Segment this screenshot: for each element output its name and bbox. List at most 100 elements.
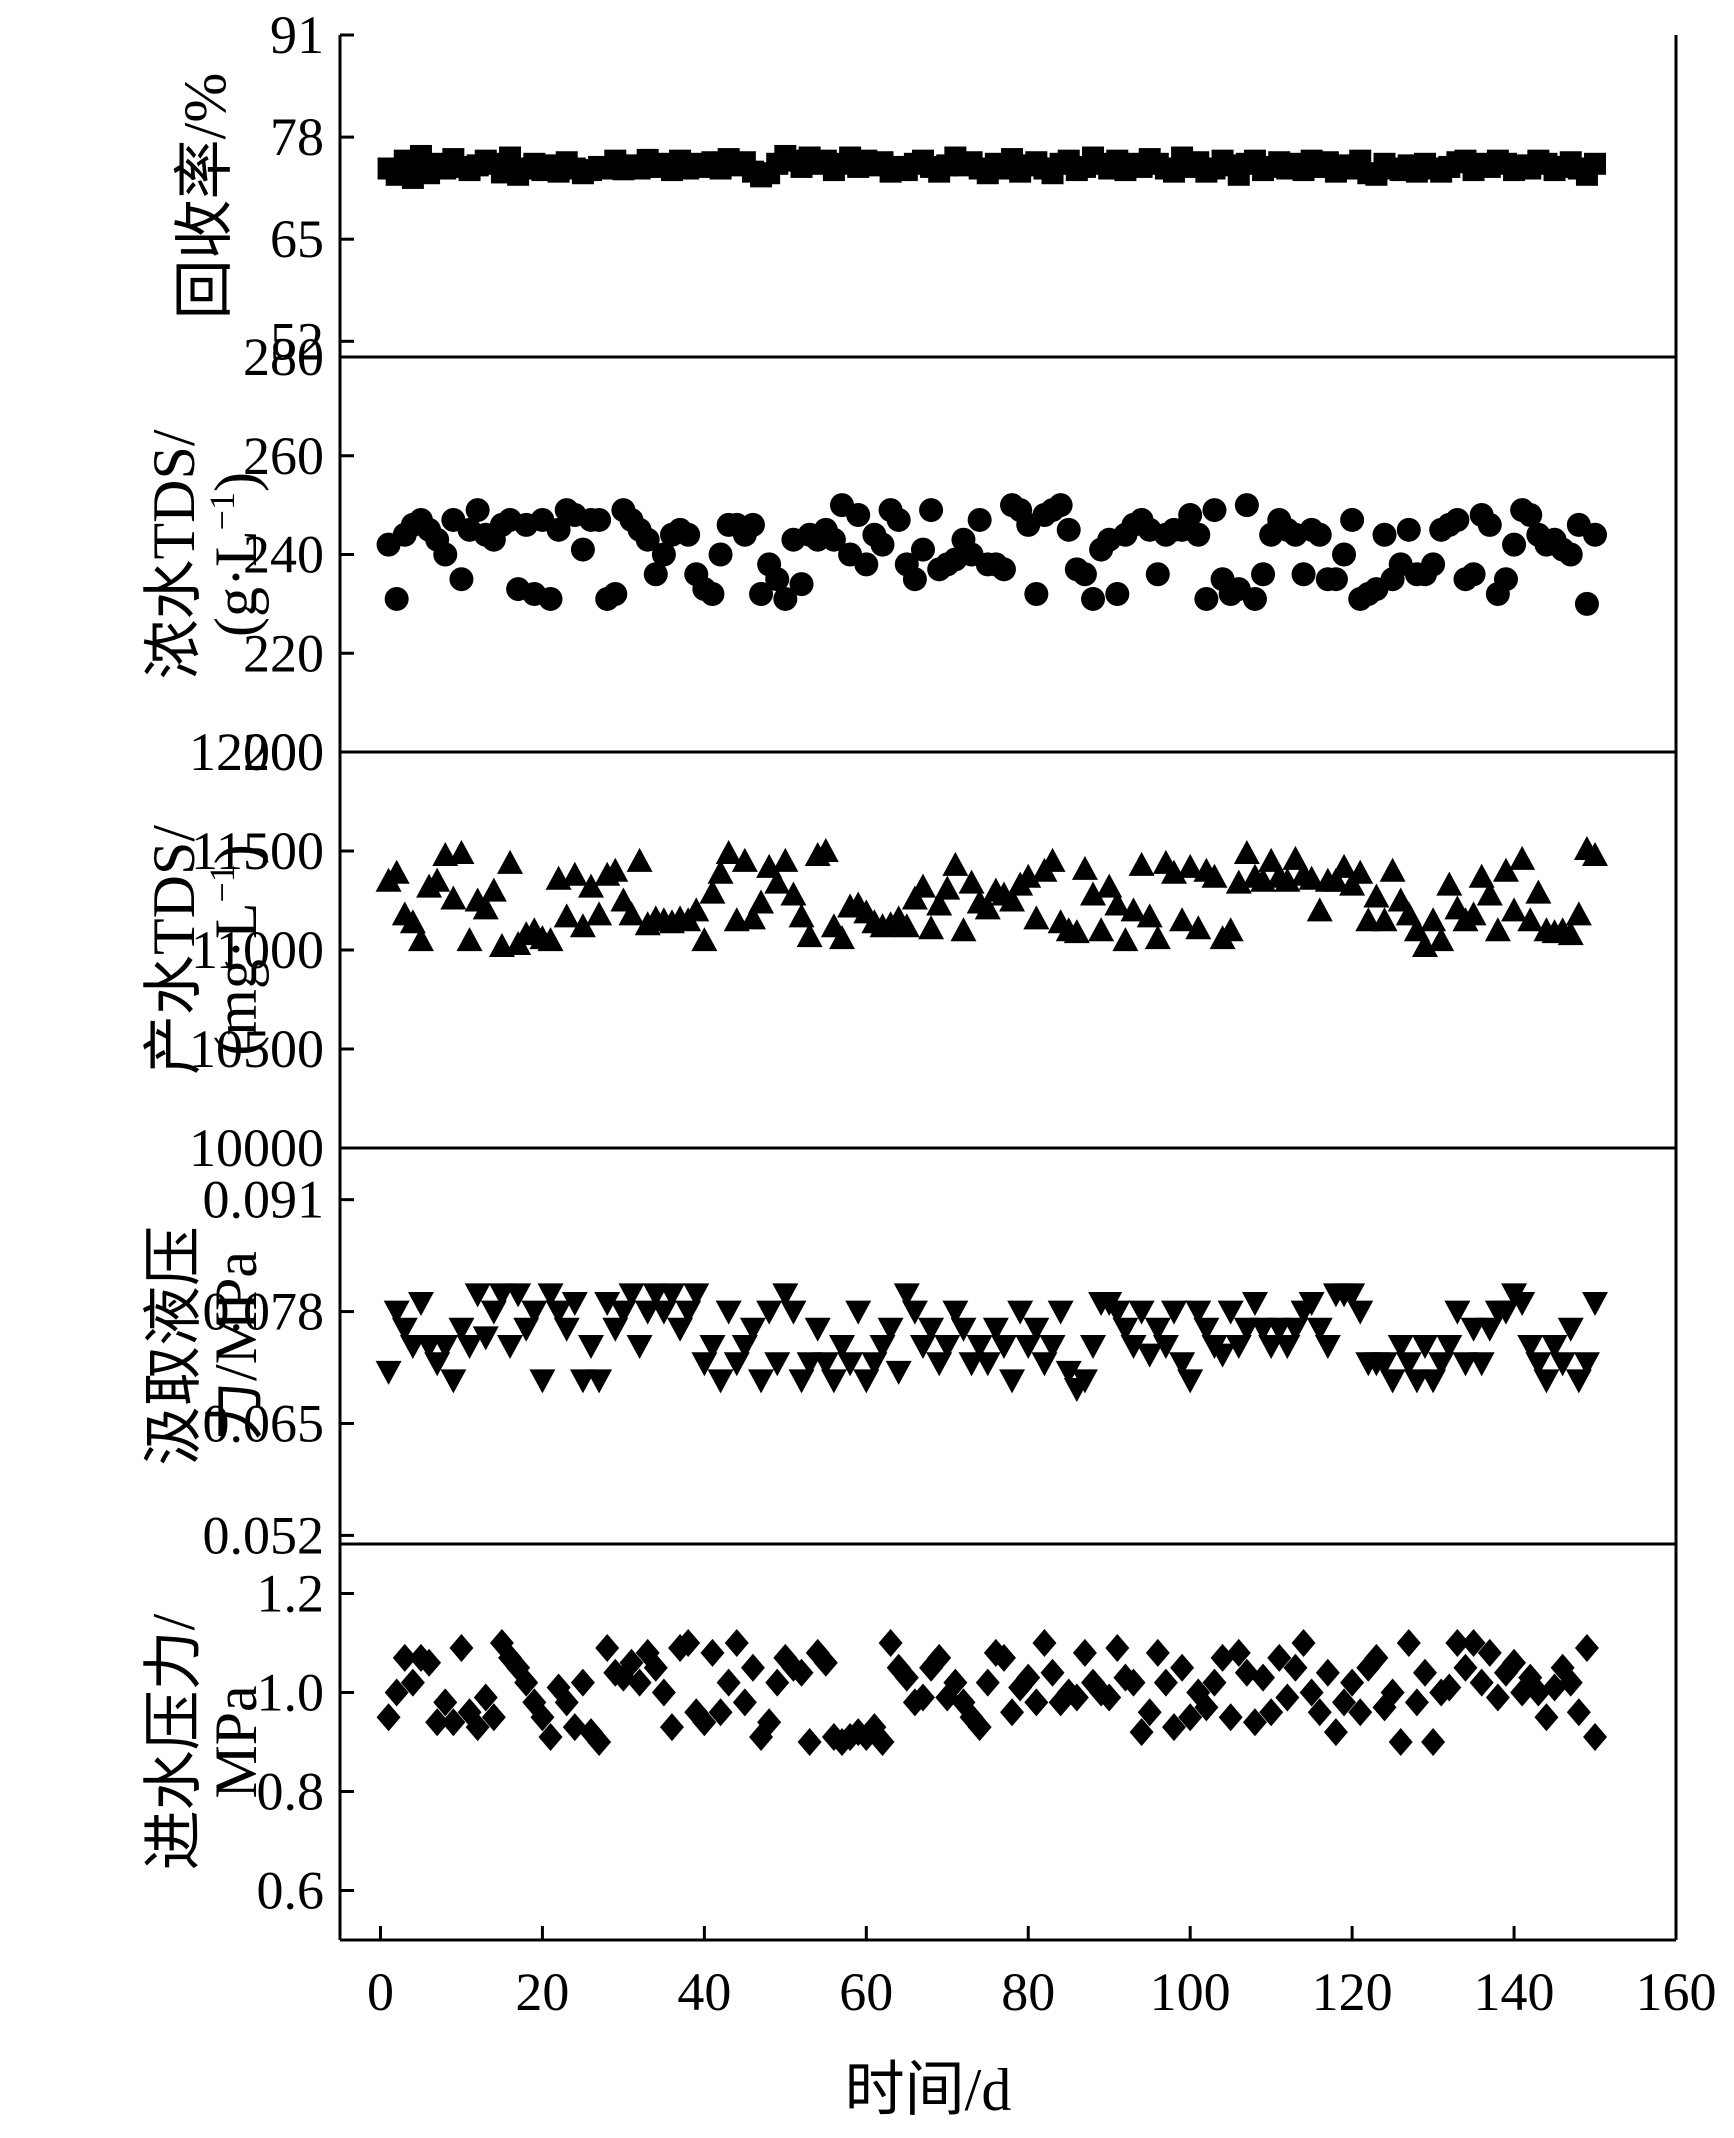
y-tick-label: 78	[270, 107, 324, 167]
data-point	[554, 1688, 579, 1717]
data-point	[1477, 1638, 1502, 1667]
series-feed-pressure	[376, 1629, 1608, 1756]
data-point	[885, 1360, 912, 1385]
data-point	[650, 1300, 677, 1325]
data-point	[1323, 567, 1348, 592]
data-point	[813, 1648, 838, 1677]
data-point	[375, 1360, 402, 1385]
data-point	[1557, 1317, 1584, 1342]
data-point	[513, 1317, 540, 1342]
data-point	[384, 586, 409, 611]
data-point	[651, 1678, 676, 1707]
data-point	[821, 527, 846, 552]
data-point	[384, 1678, 409, 1707]
data-point	[376, 1703, 401, 1732]
data-point	[1460, 901, 1487, 926]
data-point	[1194, 586, 1219, 611]
data-point	[618, 1283, 645, 1308]
data-point	[1096, 873, 1123, 898]
data-point	[716, 1668, 741, 1697]
data-point	[1307, 522, 1332, 547]
y-tick-label: 0.8	[257, 1762, 325, 1822]
data-point	[1476, 1317, 1503, 1342]
data-point	[1347, 1300, 1374, 1325]
series-brine-tds	[376, 493, 1608, 616]
data-point	[1525, 879, 1552, 904]
data-point	[1315, 1658, 1340, 1687]
data-point	[1306, 1317, 1333, 1342]
data-point	[1088, 917, 1115, 942]
data-point	[1047, 1300, 1074, 1325]
data-point	[829, 925, 856, 950]
data-point	[1226, 1638, 1251, 1667]
data-point	[909, 873, 936, 898]
data-point	[448, 1317, 475, 1342]
data-point	[788, 1369, 815, 1394]
data-point	[480, 1300, 507, 1325]
data-point	[1573, 1352, 1600, 1377]
data-point	[934, 1335, 961, 1359]
data-point	[796, 923, 823, 948]
data-point	[708, 1698, 733, 1727]
data-point	[433, 1688, 458, 1717]
data-point	[789, 572, 814, 597]
data-point	[440, 885, 467, 910]
data-point	[1395, 1352, 1422, 1377]
data-point	[804, 1317, 831, 1342]
data-point	[918, 1317, 945, 1342]
data-point	[1348, 1698, 1373, 1727]
data-point	[456, 927, 483, 952]
data-point	[425, 1708, 450, 1737]
data-point	[878, 1629, 903, 1657]
data-point	[1421, 1728, 1446, 1756]
data-point	[407, 927, 434, 952]
panel-product-tds: 10000 10500 11000 11500 12000 产水TDS/(mg·L−1)	[141, 722, 1678, 1178]
data-point	[1177, 1369, 1204, 1394]
data-point	[1291, 1629, 1316, 1657]
data-point	[1549, 1352, 1576, 1377]
data-point	[667, 1317, 694, 1342]
data-point	[1040, 1658, 1065, 1687]
data-point	[1517, 907, 1544, 932]
data-point	[1379, 1369, 1406, 1394]
data-point	[587, 1728, 612, 1756]
y-axis-title: (g·L−1)	[202, 472, 269, 637]
y-tick-label: 91	[270, 5, 324, 65]
data-point	[699, 879, 726, 904]
data-point	[975, 1668, 1000, 1697]
data-point	[1436, 1335, 1463, 1359]
data-point	[1267, 1643, 1292, 1672]
data-point	[1468, 1352, 1495, 1377]
data-point	[1007, 1300, 1034, 1325]
y-axis-title: 进水压力/	[141, 1613, 207, 1870]
data-point	[1282, 845, 1309, 870]
data-point	[1476, 881, 1503, 906]
data-point	[1541, 1335, 1568, 1359]
data-point	[846, 503, 871, 527]
data-point	[1032, 1629, 1057, 1657]
data-point	[942, 851, 969, 876]
y-axis-title: (mg·L−1)	[202, 844, 269, 1056]
data-point	[1039, 1335, 1066, 1359]
data-point	[1501, 897, 1528, 922]
data-point	[1340, 507, 1365, 532]
data-point	[788, 903, 815, 928]
data-point	[635, 527, 660, 552]
y-tick-label: 1.0	[257, 1663, 325, 1723]
data-point	[756, 1300, 783, 1325]
data-point	[1411, 1335, 1438, 1359]
data-point	[1233, 839, 1260, 864]
data-point	[812, 838, 839, 862]
data-point	[651, 542, 676, 567]
data-point	[1428, 927, 1455, 952]
data-point	[643, 562, 668, 587]
data-point	[1201, 863, 1228, 888]
data-point	[465, 498, 490, 523]
data-point	[1428, 1352, 1455, 1377]
data-point	[943, 1668, 968, 1697]
data-point	[1444, 1300, 1471, 1325]
data-point	[1170, 1653, 1195, 1682]
data-point	[927, 1643, 952, 1672]
data-point	[1097, 1683, 1122, 1712]
